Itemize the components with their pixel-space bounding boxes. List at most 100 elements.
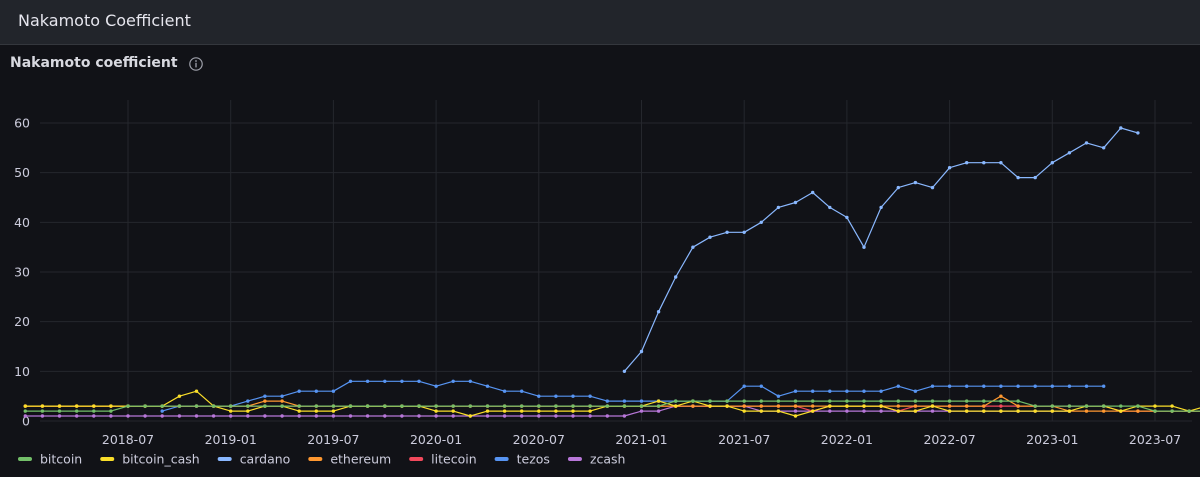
data-point bbox=[434, 409, 438, 413]
data-point bbox=[365, 414, 370, 418]
legend-label: ethereum bbox=[330, 452, 391, 467]
x-tick-label: 2018-07 bbox=[102, 432, 154, 447]
data-point bbox=[776, 404, 781, 408]
data-point bbox=[468, 414, 472, 418]
data-point bbox=[1016, 409, 1020, 413]
data-point bbox=[280, 394, 284, 398]
data-point bbox=[845, 409, 849, 413]
data-point bbox=[229, 414, 233, 418]
legend-item-cardano[interactable]: cardano bbox=[217, 452, 291, 467]
data-point bbox=[725, 399, 729, 403]
data-point bbox=[554, 414, 558, 418]
data-point bbox=[947, 399, 952, 403]
data-point bbox=[417, 414, 421, 418]
data-point bbox=[605, 399, 609, 403]
y-tick-label: 50 bbox=[14, 165, 30, 180]
data-point bbox=[930, 185, 935, 190]
legend-swatch bbox=[308, 457, 323, 461]
data-point bbox=[331, 409, 336, 413]
data-point bbox=[639, 349, 644, 354]
data-point bbox=[982, 161, 986, 165]
data-point bbox=[451, 409, 455, 413]
data-point bbox=[109, 409, 113, 413]
data-point bbox=[229, 409, 233, 413]
y-axis: 0 10 20 30 40 50 60 bbox=[14, 116, 30, 429]
data-point bbox=[828, 399, 832, 403]
data-point bbox=[23, 409, 27, 413]
data-point bbox=[383, 414, 387, 418]
data-point bbox=[109, 404, 113, 408]
data-point bbox=[1102, 409, 1106, 413]
data-point bbox=[348, 379, 353, 383]
data-point bbox=[965, 399, 969, 403]
y-tick-label: 60 bbox=[14, 116, 30, 131]
data-point bbox=[297, 404, 301, 408]
data-point bbox=[520, 414, 524, 418]
legend-item-bitcoin-cash[interactable]: bitcoin_cash bbox=[100, 452, 200, 467]
y-tick-label: 0 bbox=[22, 414, 30, 429]
series-cardano bbox=[622, 126, 1140, 373]
data-point bbox=[828, 409, 832, 413]
data-point bbox=[1084, 141, 1089, 145]
info-icon[interactable] bbox=[188, 56, 204, 72]
data-point bbox=[759, 220, 763, 224]
panel-title: Nakamoto coefficient bbox=[10, 55, 178, 71]
data-point bbox=[691, 245, 695, 249]
data-point bbox=[999, 394, 1003, 398]
data-point bbox=[1016, 384, 1020, 388]
data-point bbox=[965, 384, 969, 388]
legend-item-zcash[interactable]: zcash bbox=[567, 452, 626, 467]
data-point bbox=[194, 414, 199, 418]
legend-item-bitcoin[interactable]: bitcoin bbox=[18, 452, 82, 467]
data-point bbox=[913, 180, 918, 185]
data-point bbox=[451, 379, 455, 383]
legend-item-ethereum[interactable]: ethereum bbox=[308, 452, 391, 467]
legend-item-tezos[interactable]: tezos bbox=[494, 452, 550, 467]
data-point bbox=[965, 161, 969, 165]
data-point bbox=[982, 409, 986, 413]
data-point bbox=[365, 404, 370, 408]
data-point bbox=[348, 414, 353, 418]
data-point bbox=[297, 389, 301, 393]
data-point bbox=[75, 404, 79, 408]
data-point bbox=[263, 414, 267, 418]
series-line bbox=[25, 400, 1200, 412]
legend-item-litecoin[interactable]: litecoin bbox=[409, 452, 477, 467]
x-tick-label: 2023-07 bbox=[1129, 432, 1181, 447]
data-point bbox=[40, 409, 45, 413]
data-point bbox=[845, 399, 849, 403]
data-point bbox=[622, 369, 627, 373]
x-tick-label: 2021-01 bbox=[615, 432, 667, 447]
data-point bbox=[862, 389, 866, 393]
data-point bbox=[297, 414, 301, 418]
data-point bbox=[160, 414, 164, 418]
legend-swatch bbox=[100, 457, 115, 461]
data-point bbox=[571, 394, 575, 398]
data-point bbox=[913, 399, 918, 403]
legend-label: zcash bbox=[590, 452, 626, 467]
data-point bbox=[1067, 409, 1072, 413]
data-point bbox=[502, 414, 507, 418]
x-tick-label: 2022-07 bbox=[923, 432, 975, 447]
data-point bbox=[1136, 131, 1140, 135]
data-point bbox=[879, 409, 883, 413]
x-tick-label: 2023-01 bbox=[1026, 432, 1078, 447]
data-point bbox=[913, 409, 918, 413]
data-point bbox=[742, 404, 746, 408]
data-point bbox=[793, 399, 798, 403]
data-point bbox=[246, 404, 250, 408]
data-point bbox=[520, 409, 524, 413]
data-point bbox=[383, 404, 387, 408]
data-point bbox=[1033, 404, 1037, 408]
data-point bbox=[656, 404, 661, 408]
data-point bbox=[177, 394, 182, 398]
data-point bbox=[845, 215, 849, 220]
data-point bbox=[348, 404, 353, 408]
data-point bbox=[828, 205, 832, 210]
y-tick-label: 30 bbox=[14, 265, 30, 280]
data-point bbox=[451, 404, 455, 408]
chart-series bbox=[23, 126, 1200, 418]
legend-swatch bbox=[217, 457, 232, 461]
data-point bbox=[828, 404, 832, 408]
data-point bbox=[1170, 404, 1174, 408]
